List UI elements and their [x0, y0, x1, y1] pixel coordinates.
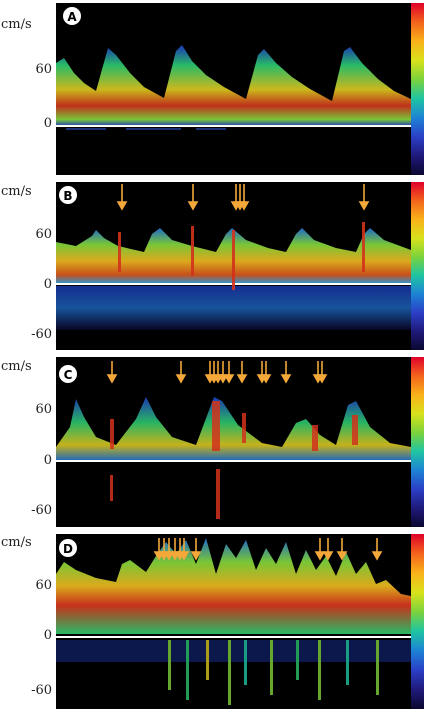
- ytick-neg60: -60: [31, 503, 52, 518]
- color-bar-d: [411, 534, 424, 709]
- panel-label-c: C: [58, 364, 78, 384]
- velocity-units-label: cm/s: [1, 535, 32, 550]
- ytick-60: 60: [35, 402, 52, 417]
- panel-label-a: A: [62, 6, 82, 26]
- panel-d: cm/s 60 0 -60: [0, 532, 435, 712]
- ytick-0: 0: [43, 116, 52, 131]
- velocity-units-label: cm/s: [1, 17, 32, 32]
- ytick-0: 0: [43, 277, 52, 292]
- reverse-flow-band-b: [56, 286, 411, 330]
- ytick-60: 60: [35, 578, 52, 593]
- ytick-60: 60: [35, 62, 52, 77]
- panel-label-d: D: [58, 538, 78, 558]
- waveform-a: [56, 45, 411, 126]
- doppler-spectrum-d: [56, 534, 411, 709]
- waveform-c: [56, 397, 411, 461]
- ytick-0: 0: [43, 453, 52, 468]
- ytick-neg60: -60: [31, 683, 52, 698]
- artifact-streaks-b: [118, 222, 365, 290]
- reverse-streaks-d: [56, 640, 411, 705]
- velocity-units-label: cm/s: [1, 359, 32, 374]
- ytick-0: 0: [43, 628, 52, 643]
- panel-a: cm/s 60 0 A: [0, 0, 435, 178]
- doppler-spectrum-c: [56, 357, 411, 527]
- color-bar-a: [411, 3, 424, 175]
- waveform-d: [56, 538, 411, 634]
- color-bar-b: [411, 182, 424, 350]
- color-bar-c: [411, 357, 424, 527]
- doppler-spectrum-a: [56, 3, 411, 175]
- ytick-60: 60: [35, 227, 52, 242]
- doppler-spectrum-b: [56, 182, 411, 350]
- panel-label-b: B: [58, 185, 78, 205]
- velocity-units-label: cm/s: [1, 184, 32, 199]
- artifact-arrows-b: [116, 184, 370, 211]
- artifact-arrows-c: [106, 361, 328, 384]
- artifact-streaks-c: [110, 401, 358, 519]
- panel-c: cm/s 60 0 -60: [0, 356, 435, 528]
- ytick-neg60: -60: [31, 327, 52, 342]
- artifact-arrows-d: [153, 538, 383, 561]
- panel-b: cm/s 60 0 -60: [0, 181, 435, 353]
